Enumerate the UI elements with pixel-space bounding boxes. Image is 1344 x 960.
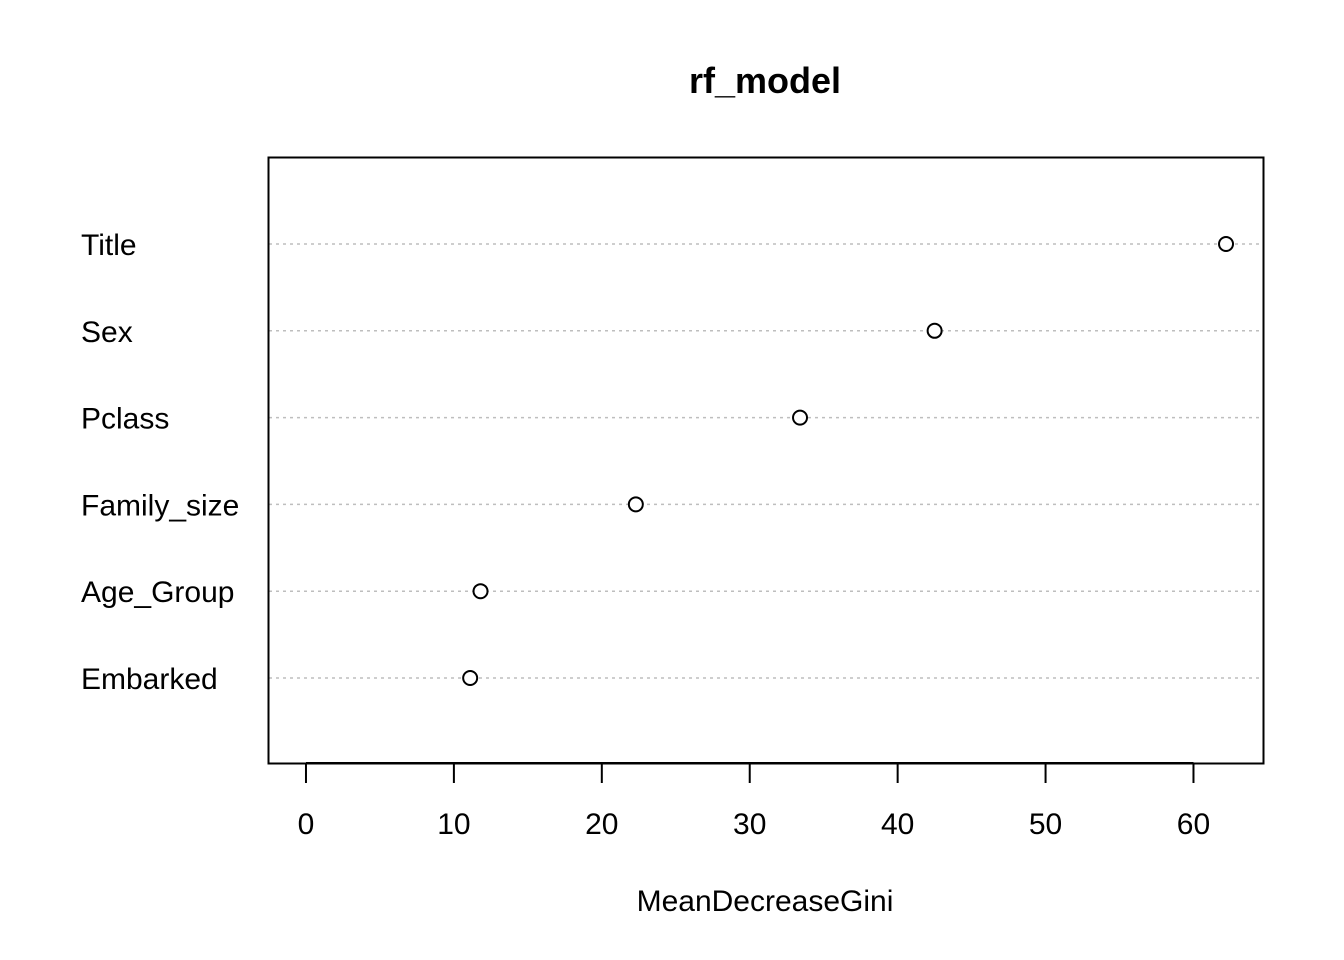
category-label-age-group: Age_Group — [81, 576, 234, 609]
guide-lines-layer — [269, 243, 1263, 679]
point-pclass — [792, 409, 809, 426]
x-tick-label-10: 10 — [437, 808, 470, 841]
x-axis: 0 10 20 30 40 50 60 — [298, 762, 1210, 841]
point-embarked — [462, 670, 479, 686]
point-sex — [926, 322, 943, 339]
category-label-pclass: Pclass — [81, 403, 169, 436]
x-tick-label-0: 0 — [298, 808, 315, 841]
x-tick-label-30: 30 — [733, 808, 766, 841]
category-label-sex: Sex — [81, 316, 133, 349]
x-tick-label-40: 40 — [881, 808, 914, 841]
x-tick-label-60: 60 — [1177, 808, 1210, 841]
x-tick-label-20: 20 — [585, 808, 618, 841]
category-label-title: Title — [81, 229, 137, 262]
point-title — [1218, 236, 1235, 252]
category-labels-layer: Title Sex Pclass Family_size Age_Group Embark… — [81, 229, 239, 696]
x-axis-title: MeanDecreaseGini — [637, 885, 894, 918]
plot-frame — [267, 156, 1265, 765]
point-age-group — [472, 583, 489, 600]
point-family-size — [627, 496, 644, 513]
category-label-embarked: Embarked — [81, 663, 218, 696]
x-tick-label-50: 50 — [1029, 808, 1062, 841]
points-layer — [462, 236, 1235, 686]
chart-title: rf_model — [689, 60, 841, 101]
category-label-family-size: Family_size — [81, 489, 239, 522]
